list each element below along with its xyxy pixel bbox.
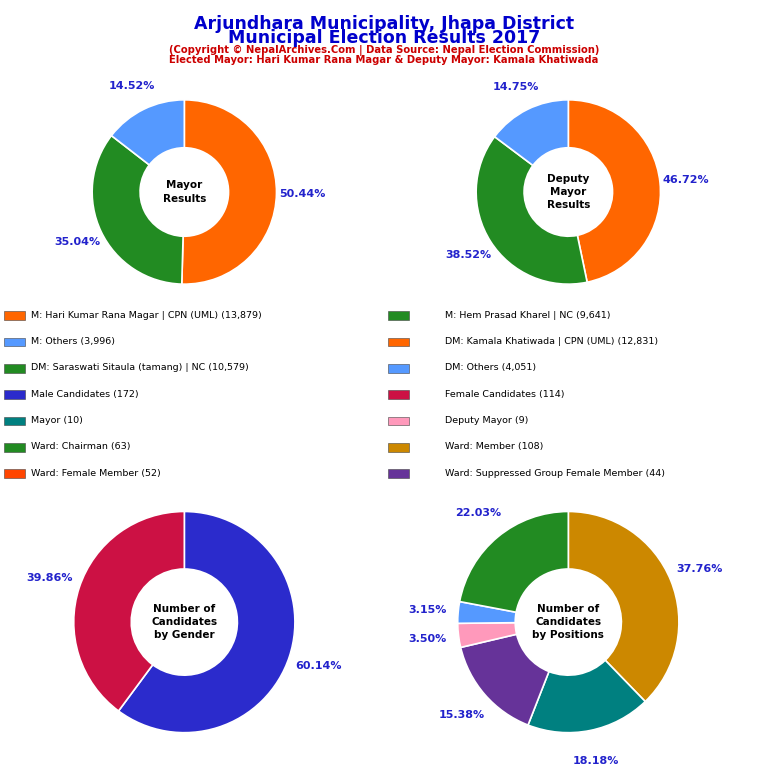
Text: 37.76%: 37.76% [677, 564, 723, 574]
Text: M: Hem Prasad Kharel | NC (9,641): M: Hem Prasad Kharel | NC (9,641) [445, 311, 611, 319]
Text: 39.86%: 39.86% [27, 573, 73, 583]
Text: Male Candidates (172): Male Candidates (172) [31, 390, 138, 399]
Text: 50.44%: 50.44% [279, 189, 326, 199]
Text: Arjundhara Municipality, Jhapa District: Arjundhara Municipality, Jhapa District [194, 15, 574, 33]
Text: Elected Mayor: Hari Kumar Rana Magar & Deputy Mayor: Kamala Khatiwada: Elected Mayor: Hari Kumar Rana Magar & D… [169, 55, 599, 65]
Text: Number of
Candidates
by Gender: Number of Candidates by Gender [151, 604, 217, 641]
Text: Ward: Female Member (52): Ward: Female Member (52) [31, 468, 161, 478]
Text: 60.14%: 60.14% [296, 661, 342, 671]
Text: 46.72%: 46.72% [662, 175, 709, 185]
Text: Deputy
Mayor
Results: Deputy Mayor Results [547, 174, 590, 210]
Wedge shape [528, 660, 645, 733]
Wedge shape [460, 511, 568, 612]
Bar [4, 469, 25, 478]
Text: 35.04%: 35.04% [55, 237, 101, 247]
Bar [4, 338, 25, 346]
Bar [4, 364, 25, 372]
Text: 3.50%: 3.50% [409, 634, 447, 644]
Bar [388, 469, 409, 478]
Wedge shape [182, 100, 276, 284]
Text: 15.38%: 15.38% [439, 710, 485, 720]
Wedge shape [118, 511, 295, 733]
Wedge shape [461, 634, 549, 725]
Text: M: Others (3,996): M: Others (3,996) [31, 337, 114, 346]
Text: Female Candidates (114): Female Candidates (114) [445, 390, 565, 399]
Text: Municipal Election Results 2017: Municipal Election Results 2017 [228, 29, 540, 47]
Text: Ward: Suppressed Group Female Member (44): Ward: Suppressed Group Female Member (44… [445, 468, 665, 478]
Wedge shape [92, 136, 183, 284]
Text: Mayor (10): Mayor (10) [31, 416, 83, 425]
Wedge shape [74, 511, 184, 711]
Bar [388, 338, 409, 346]
Text: Ward: Chairman (63): Ward: Chairman (63) [31, 442, 131, 452]
Text: Mayor
Results: Mayor Results [163, 180, 206, 204]
Wedge shape [458, 623, 517, 647]
Bar [4, 417, 25, 425]
Text: 3.15%: 3.15% [408, 604, 446, 614]
Text: M: Hari Kumar Rana Magar | CPN (UML) (13,879): M: Hari Kumar Rana Magar | CPN (UML) (13… [31, 311, 261, 319]
Bar [388, 311, 409, 320]
Wedge shape [476, 137, 588, 284]
Text: (Copyright © NepalArchives.Com | Data Source: Nepal Election Commission): (Copyright © NepalArchives.Com | Data So… [169, 45, 599, 55]
Text: DM: Kamala Khatiwada | CPN (UML) (12,831): DM: Kamala Khatiwada | CPN (UML) (12,831… [445, 337, 659, 346]
Bar [4, 443, 25, 452]
Bar [388, 390, 409, 399]
Bar [4, 390, 25, 399]
Bar [388, 417, 409, 425]
Text: 14.52%: 14.52% [109, 81, 156, 91]
Text: 22.03%: 22.03% [455, 508, 501, 518]
Text: 14.75%: 14.75% [492, 81, 538, 91]
Bar [4, 311, 25, 320]
Text: Deputy Mayor (9): Deputy Mayor (9) [445, 416, 529, 425]
Text: Number of
Candidates
by Positions: Number of Candidates by Positions [532, 604, 604, 641]
Wedge shape [111, 100, 184, 165]
Wedge shape [458, 601, 516, 624]
Text: 38.52%: 38.52% [445, 250, 492, 260]
Wedge shape [568, 511, 679, 701]
Bar [388, 364, 409, 372]
Text: DM: Others (4,051): DM: Others (4,051) [445, 363, 537, 372]
Text: Ward: Member (108): Ward: Member (108) [445, 442, 544, 452]
Text: 18.18%: 18.18% [573, 756, 619, 766]
Text: DM: Saraswati Sitaula (tamang) | NC (10,579): DM: Saraswati Sitaula (tamang) | NC (10,… [31, 363, 249, 372]
Bar [388, 443, 409, 452]
Wedge shape [495, 100, 568, 165]
Wedge shape [568, 100, 660, 282]
